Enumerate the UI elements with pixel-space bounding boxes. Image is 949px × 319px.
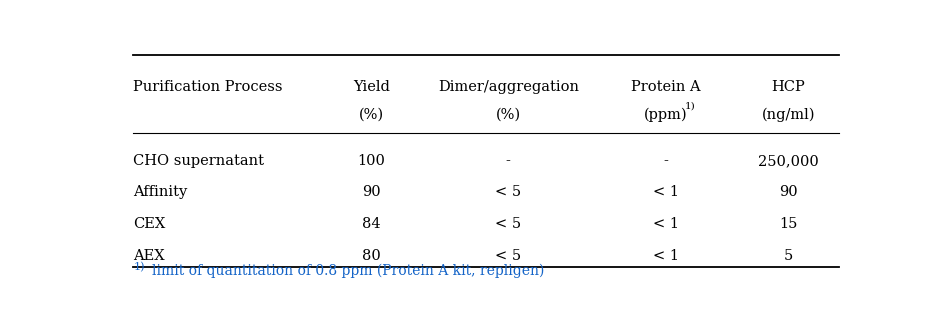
Text: 1): 1) [133,262,145,272]
Text: 90: 90 [362,185,381,199]
Text: 5: 5 [784,249,792,263]
Text: CEX: CEX [133,217,165,231]
Text: 80: 80 [362,249,381,263]
Text: Dimer/aggregation: Dimer/aggregation [437,80,579,94]
Text: Yield: Yield [353,80,389,94]
Text: 100: 100 [357,154,385,168]
Text: Affinity: Affinity [133,185,188,199]
Text: Protein A: Protein A [631,80,700,94]
Text: CHO supernatant: CHO supernatant [133,154,265,168]
Text: -: - [506,154,511,168]
Text: < 5: < 5 [495,249,521,263]
Text: -: - [663,154,668,168]
Text: Purification Process: Purification Process [133,80,283,94]
Text: < 5: < 5 [495,217,521,231]
Text: < 1: < 1 [653,185,679,199]
Text: 15: 15 [779,217,797,231]
Text: AEX: AEX [133,249,165,263]
Text: 90: 90 [779,185,797,199]
Text: limit of quantitation of 0.8 ppm (Protein A kit, repligen): limit of quantitation of 0.8 ppm (Protei… [152,264,544,278]
Text: < 1: < 1 [653,249,679,263]
Text: HCP: HCP [772,80,805,94]
Text: 1): 1) [685,101,696,110]
Text: (%): (%) [359,108,383,122]
Text: 250,000: 250,000 [758,154,819,168]
Text: 84: 84 [362,217,381,231]
Text: (ng/ml): (ng/ml) [761,107,815,122]
Text: < 1: < 1 [653,217,679,231]
Text: < 5: < 5 [495,185,521,199]
Text: (%): (%) [495,108,521,122]
Text: (ppm): (ppm) [643,107,687,122]
